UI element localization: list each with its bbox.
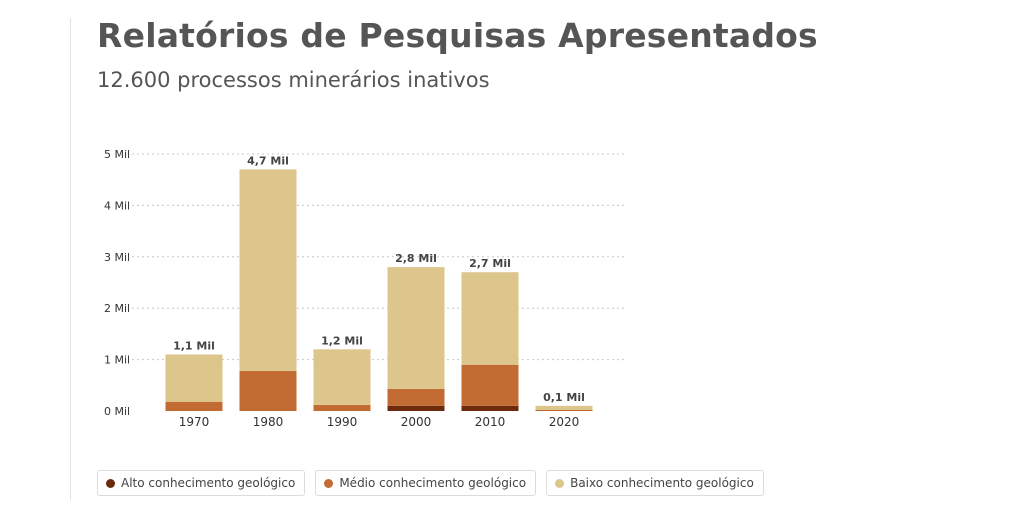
bar-segment-1990-1 [313,404,371,411]
legend-item-baixo[interactable]: Baixo conhecimento geológico [546,470,764,496]
legend-label-alto: Alto conhecimento geológico [121,476,296,490]
bar-segment-2010-0 [461,405,519,411]
legend-item-alto[interactable]: Alto conhecimento geológico [97,470,306,496]
page-title: Relatórios de Pesquisas Apresentados [97,16,818,55]
y-tick-label-2: 2 Mil [104,302,130,315]
bar-total-label-1970: 1,1 Mil [173,339,215,352]
legend-label-baixo: Baixo conhecimento geológico [570,476,754,490]
bar-total-label-1990: 1,2 Mil [321,334,363,347]
y-tick-label-1: 1 Mil [104,354,130,367]
x-tick-label-2000: 2000 [401,415,432,429]
bar-segment-2000-0 [387,405,445,411]
x-tick-label-1990: 1990 [327,415,358,429]
legend-label-medio: Médio conhecimento geológico [339,476,527,490]
x-tick-label-1980: 1980 [253,415,284,429]
legend-swatch-alto [106,478,115,488]
legend-item-medio[interactable]: Médio conhecimento geológico [315,470,537,496]
x-tick-label-2010: 2010 [475,415,506,429]
y-tick-label-3: 3 Mil [104,251,130,264]
bar-total-label-2010: 2,7 Mil [469,257,511,270]
bar-segment-2010-2 [461,272,519,365]
bar-total-label-2020: 0,1 Mil [543,391,585,404]
bar-segment-1980-2 [239,169,297,371]
bar-segment-1970-1 [165,401,223,411]
bar-segment-1970-2 [165,354,223,402]
bar-segment-2010-1 [461,364,519,406]
page-subtitle: 12.600 processos minerários inativos [97,68,490,92]
bar-segment-2020-1 [535,409,593,411]
bar-segment-2000-2 [387,267,445,389]
chart-legend: Alto conhecimento geológico Médio conhec… [97,470,764,496]
y-tick-label-4: 4 Mil [104,199,130,212]
bar-total-label-1980: 4,7 Mil [247,154,289,167]
left-divider [70,18,71,500]
bar-segment-2000-1 [387,388,445,406]
bar-segment-1980-1 [239,370,297,411]
bar-segment-1990-2 [313,349,371,405]
legend-swatch-medio [324,478,334,488]
y-tick-label-5: 5 Mil [104,148,130,161]
y-tick-label-0: 0 Mil [104,405,130,418]
x-tick-label-2020: 2020 [549,415,580,429]
legend-swatch-baixo [555,478,565,488]
x-tick-label-1970: 1970 [179,415,210,429]
bar-segment-2020-2 [535,405,593,410]
bar-total-label-2000: 2,8 Mil [395,252,437,265]
